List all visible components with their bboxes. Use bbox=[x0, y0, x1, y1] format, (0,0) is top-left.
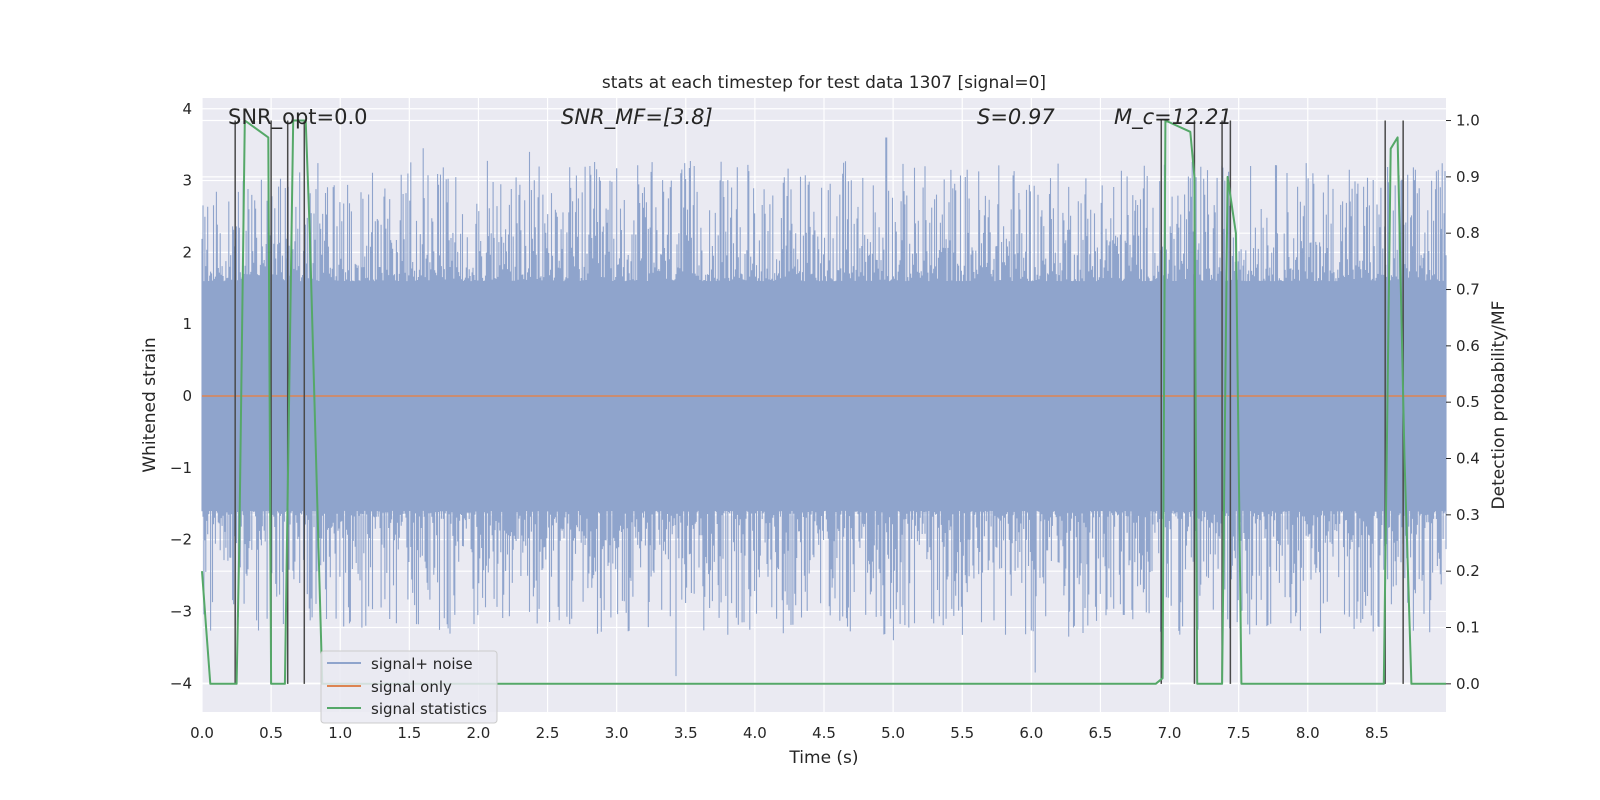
x-axis-label: Time (s) bbox=[788, 748, 858, 768]
y-right-tick-label: 0.8 bbox=[1456, 224, 1480, 242]
x-tick-label: 5.0 bbox=[881, 724, 905, 742]
y-right-tick-label: 0.4 bbox=[1456, 450, 1480, 468]
signal-statistics-series bbox=[201, 119, 1446, 685]
annotation-s-value: S=0.97 bbox=[977, 105, 1055, 129]
legend: signal+ noise signal only signal statist… bbox=[320, 650, 498, 724]
legend-label-signal-statistics: signal statistics bbox=[371, 700, 487, 718]
signal-statistics-line bbox=[201, 119, 1446, 685]
y-tick-label: −1 bbox=[170, 459, 192, 477]
y-right-tick-label: 1.0 bbox=[1456, 112, 1480, 130]
annotation-mc-value: M_c=12.21 bbox=[1114, 105, 1232, 130]
x-tick-label: 1.0 bbox=[328, 724, 352, 742]
x-tick-label: 6.5 bbox=[1089, 724, 1113, 742]
x-tick-label: 7.0 bbox=[1158, 724, 1182, 742]
x-tick-label: 2.0 bbox=[467, 724, 491, 742]
x-tick-label: 5.5 bbox=[950, 724, 974, 742]
y-tick-label: 3 bbox=[182, 172, 192, 190]
annotation-snr-opt: SNR_opt=0.0 bbox=[228, 105, 368, 130]
legend-box bbox=[320, 650, 498, 724]
y-right-tick-label: 0.2 bbox=[1456, 562, 1480, 580]
x-tick-label: 3.5 bbox=[674, 724, 698, 742]
y-tick-label: −3 bbox=[170, 602, 192, 620]
x-tick-label: 0.5 bbox=[259, 724, 283, 742]
y-right-tick-label: 0.3 bbox=[1456, 506, 1480, 524]
y-tick-label: 2 bbox=[182, 243, 192, 261]
legend-label-signal-noise: signal+ noise bbox=[371, 655, 473, 673]
y-tick-label: −2 bbox=[170, 531, 192, 549]
y-right-axis-label: Detection probability/MF bbox=[1489, 301, 1509, 510]
x-tick-label: 2.5 bbox=[536, 724, 560, 742]
y-right-tick-labels: 1.0 0.9 0.8 0.7 0.6 0.5 0.4 0.3 0.2 0.1 0.0 bbox=[1446, 112, 1480, 693]
y-right-tick-label: 0.7 bbox=[1456, 281, 1480, 299]
y-tick-labels: 4 3 2 1 0 −1 −2 −3 −4 bbox=[170, 100, 192, 693]
y-axis-label: Whitened strain bbox=[140, 337, 160, 472]
x-tick-label: 1.5 bbox=[397, 724, 421, 742]
x-tick-label: 4.0 bbox=[743, 724, 767, 742]
x-tick-label: 3.0 bbox=[605, 724, 629, 742]
y-tick-label: 0 bbox=[182, 387, 192, 405]
annotation-snr-mf: SNR_MF=[3.8] bbox=[561, 105, 713, 130]
legend-label-signal-only: signal only bbox=[371, 678, 452, 696]
signal-noise-trace bbox=[201, 137, 1447, 677]
x-tick-labels: 0.0 0.5 1.0 1.5 2.0 2.5 3.0 3.5 4.0 4.5 5.0 5.5 6.0 6… bbox=[190, 724, 1389, 742]
y-right-tick-label: 0.0 bbox=[1456, 675, 1480, 693]
x-tick-label: 0.0 bbox=[190, 724, 214, 742]
x-tick-label: 4.5 bbox=[812, 724, 836, 742]
x-tick-label: 8.0 bbox=[1296, 724, 1320, 742]
y-tick-label: 4 bbox=[182, 100, 192, 118]
x-tick-label: 7.5 bbox=[1227, 724, 1251, 742]
x-tick-label: 8.5 bbox=[1365, 724, 1389, 742]
y-right-tick-label: 0.5 bbox=[1456, 393, 1480, 411]
y-right-tick-label: 0.6 bbox=[1456, 337, 1480, 355]
chart-title: stats at each timestep for test data 130… bbox=[602, 73, 1046, 93]
y-right-tick-label: 0.1 bbox=[1456, 619, 1480, 637]
x-tick-label: 6.0 bbox=[1019, 724, 1043, 742]
y-tick-label: 1 bbox=[182, 315, 192, 333]
y-right-tick-label: 0.9 bbox=[1456, 168, 1480, 186]
y-tick-label: −4 bbox=[170, 674, 192, 692]
